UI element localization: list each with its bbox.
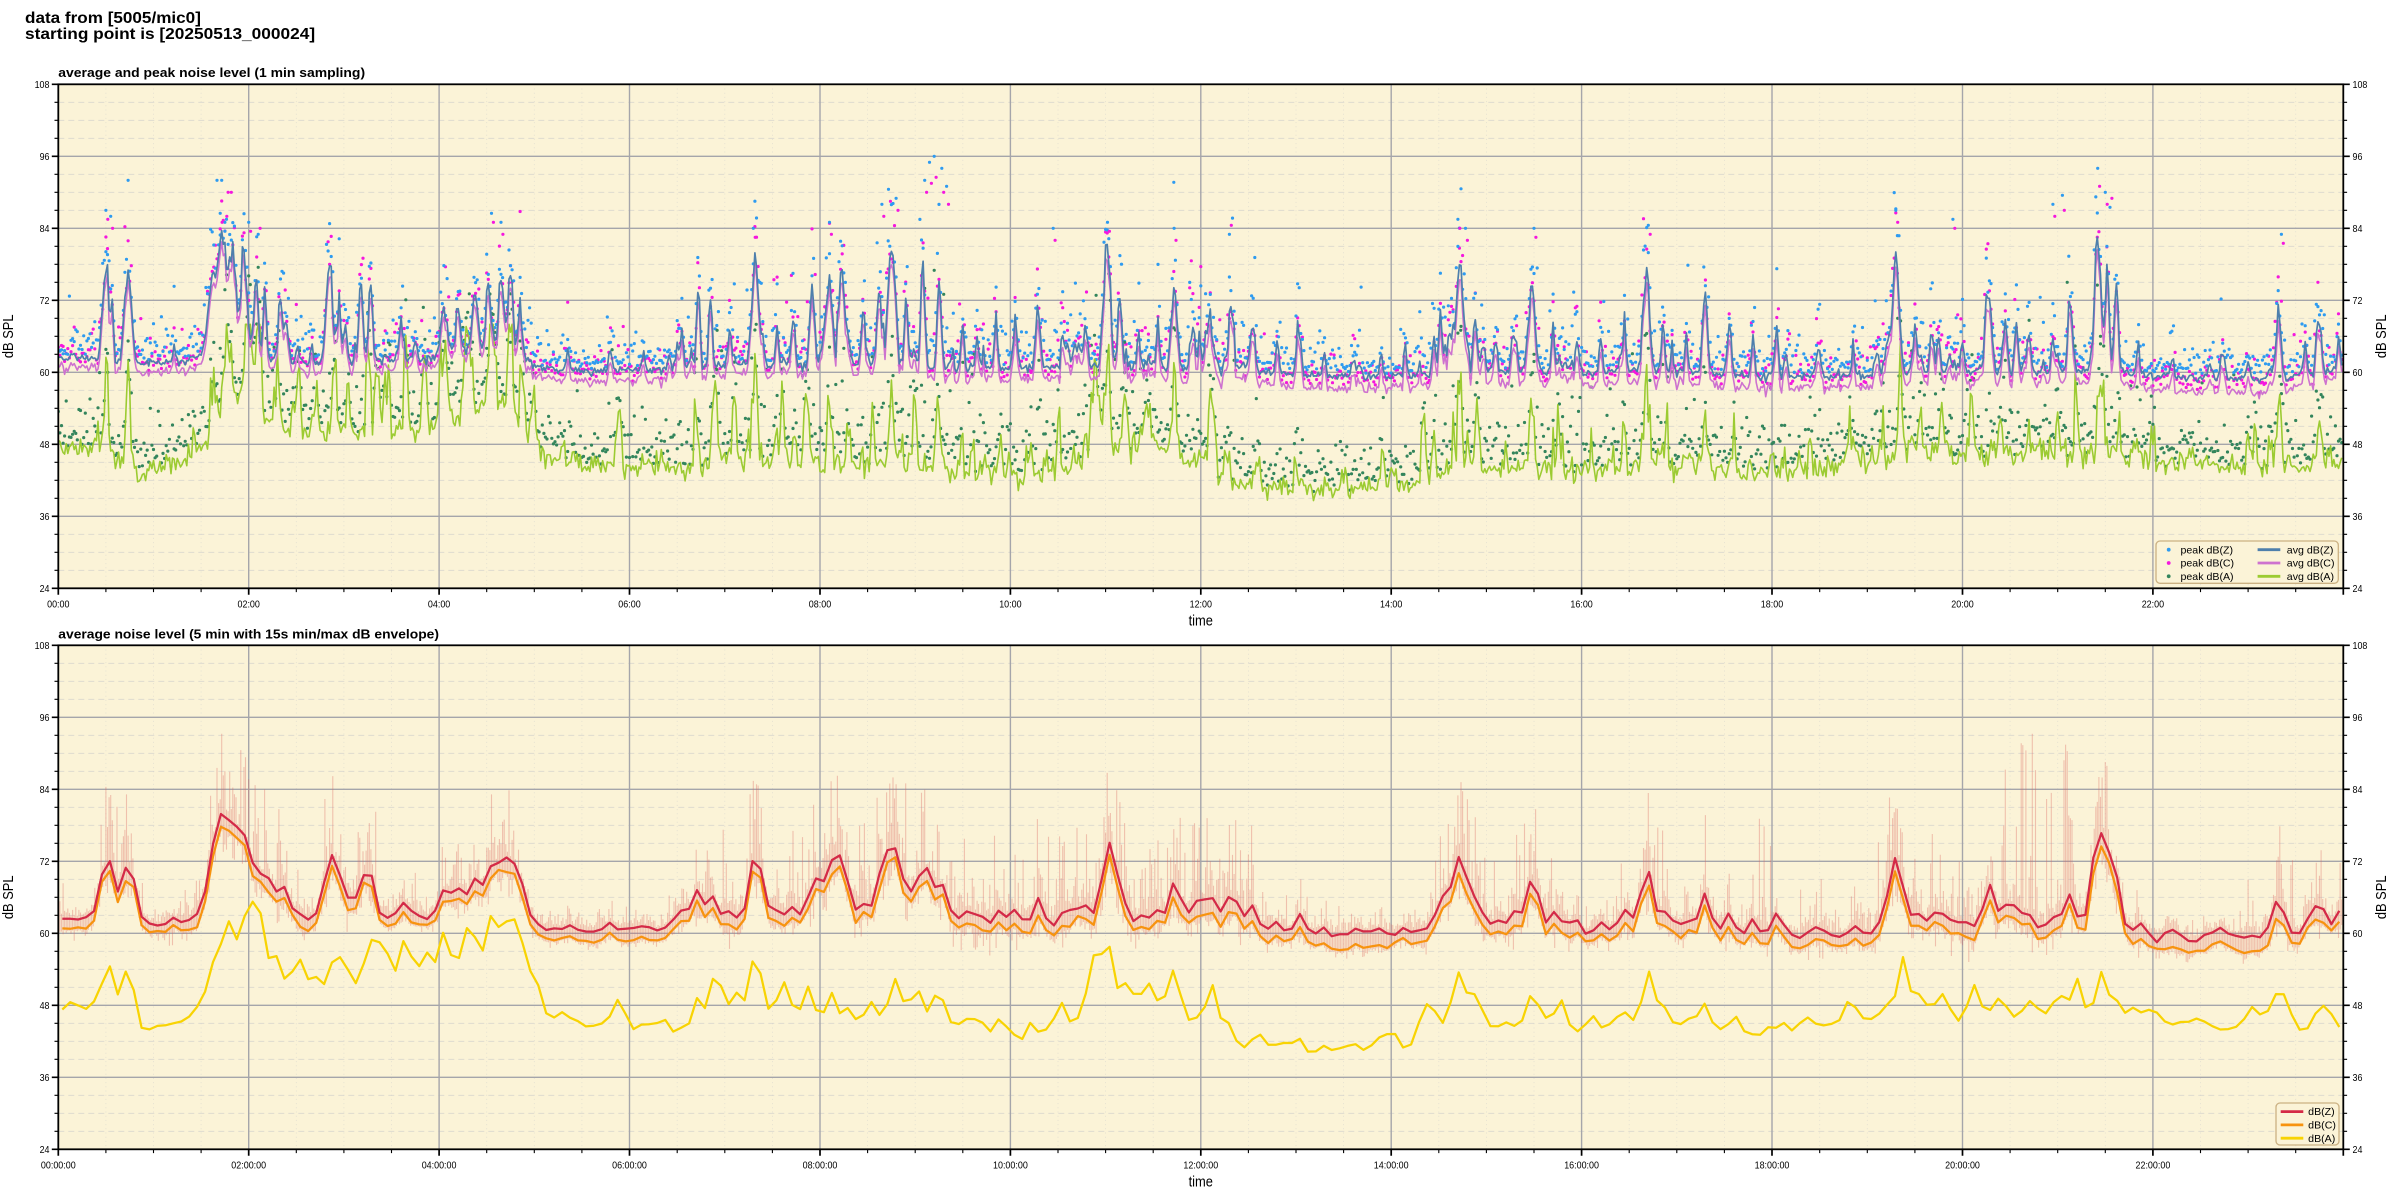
svg-text:06:00:00: 06:00:00 bbox=[612, 1160, 647, 1171]
svg-text:avg dB(C): avg dB(C) bbox=[2287, 559, 2335, 570]
svg-text:96: 96 bbox=[40, 152, 50, 163]
svg-text:84: 84 bbox=[40, 785, 50, 796]
svg-text:60: 60 bbox=[40, 929, 50, 940]
svg-text:48: 48 bbox=[2353, 440, 2363, 451]
svg-text:06:00: 06:00 bbox=[618, 599, 641, 610]
svg-text:16:00: 16:00 bbox=[1570, 599, 1593, 610]
svg-text:dB(A): dB(A) bbox=[2308, 1134, 2335, 1145]
svg-text:data from [5005/mic0]: data from [5005/mic0] bbox=[25, 10, 201, 27]
svg-text:108: 108 bbox=[2353, 80, 2368, 91]
svg-text:72: 72 bbox=[40, 296, 50, 307]
svg-text:avg dB(Z): avg dB(Z) bbox=[2287, 545, 2334, 556]
svg-text:36: 36 bbox=[2353, 1073, 2363, 1084]
svg-text:48: 48 bbox=[40, 440, 50, 451]
svg-text:24: 24 bbox=[2353, 584, 2363, 595]
svg-text:84: 84 bbox=[2353, 224, 2363, 235]
svg-text:60: 60 bbox=[2353, 929, 2363, 940]
svg-text:96: 96 bbox=[40, 713, 50, 724]
svg-text:72: 72 bbox=[2353, 857, 2363, 868]
svg-text:36: 36 bbox=[40, 512, 50, 523]
svg-text:peak dB(C): peak dB(C) bbox=[2181, 559, 2235, 570]
svg-text:20:00:00: 20:00:00 bbox=[1945, 1160, 1980, 1171]
svg-text:08:00:00: 08:00:00 bbox=[803, 1160, 838, 1171]
svg-text:00:00: 00:00 bbox=[47, 599, 70, 610]
svg-text:average and peak noise level (: average and peak noise level (1 min samp… bbox=[58, 65, 365, 80]
svg-text:average noise level (5 min wit: average noise level (5 min with 15s min/… bbox=[58, 627, 439, 642]
svg-text:22:00:00: 22:00:00 bbox=[2136, 1160, 2171, 1171]
svg-text:peak dB(A): peak dB(A) bbox=[2181, 572, 2234, 583]
svg-text:96: 96 bbox=[2353, 713, 2363, 724]
svg-text:14:00:00: 14:00:00 bbox=[1374, 1160, 1409, 1171]
svg-text:dB SPL: dB SPL bbox=[2373, 314, 2390, 358]
svg-text:36: 36 bbox=[2353, 512, 2363, 523]
svg-text:96: 96 bbox=[2353, 152, 2363, 163]
svg-text:48: 48 bbox=[2353, 1001, 2363, 1012]
svg-text:10:00:00: 10:00:00 bbox=[993, 1160, 1028, 1171]
svg-text:dB(C): dB(C) bbox=[2308, 1121, 2336, 1132]
svg-text:24: 24 bbox=[2353, 1145, 2363, 1156]
svg-text:dB SPL: dB SPL bbox=[2373, 875, 2390, 919]
svg-text:60: 60 bbox=[2353, 368, 2363, 379]
svg-text:108: 108 bbox=[35, 641, 50, 652]
svg-text:dB(Z): dB(Z) bbox=[2308, 1107, 2335, 1118]
svg-text:12:00: 12:00 bbox=[1190, 599, 1213, 610]
svg-text:04:00:00: 04:00:00 bbox=[422, 1160, 457, 1171]
svg-text:dB SPL: dB SPL bbox=[0, 314, 17, 358]
svg-text:00:00:00: 00:00:00 bbox=[41, 1160, 76, 1171]
svg-text:72: 72 bbox=[2353, 296, 2363, 307]
svg-text:08:00: 08:00 bbox=[809, 599, 832, 610]
svg-text:10:00: 10:00 bbox=[999, 599, 1022, 610]
svg-text:peak dB(Z): peak dB(Z) bbox=[2181, 545, 2234, 556]
svg-text:60: 60 bbox=[40, 368, 50, 379]
svg-text:22:00: 22:00 bbox=[2142, 599, 2165, 610]
svg-text:16:00:00: 16:00:00 bbox=[1564, 1160, 1599, 1171]
svg-text:72: 72 bbox=[40, 857, 50, 868]
svg-text:84: 84 bbox=[2353, 785, 2363, 796]
svg-text:20:00: 20:00 bbox=[1951, 599, 1974, 610]
svg-text:14:00: 14:00 bbox=[1380, 599, 1403, 610]
svg-text:02:00: 02:00 bbox=[238, 599, 261, 610]
svg-text:18:00: 18:00 bbox=[1761, 599, 1784, 610]
svg-text:108: 108 bbox=[2353, 641, 2368, 652]
svg-text:time: time bbox=[1189, 1174, 1213, 1191]
svg-text:24: 24 bbox=[40, 584, 50, 595]
svg-text:108: 108 bbox=[35, 80, 50, 91]
svg-text:avg dB(A): avg dB(A) bbox=[2287, 572, 2334, 583]
svg-text:starting point is [20250513_00: starting point is [20250513_000024] bbox=[25, 26, 315, 43]
svg-text:36: 36 bbox=[40, 1073, 50, 1084]
svg-text:24: 24 bbox=[40, 1145, 50, 1156]
svg-text:04:00: 04:00 bbox=[428, 599, 451, 610]
svg-text:dB SPL: dB SPL bbox=[0, 875, 17, 919]
svg-text:18:00:00: 18:00:00 bbox=[1755, 1160, 1790, 1171]
svg-text:48: 48 bbox=[40, 1001, 50, 1012]
svg-text:84: 84 bbox=[40, 224, 50, 235]
svg-text:time: time bbox=[1189, 613, 1213, 630]
svg-text:12:00:00: 12:00:00 bbox=[1183, 1160, 1218, 1171]
svg-text:02:00:00: 02:00:00 bbox=[231, 1160, 266, 1171]
